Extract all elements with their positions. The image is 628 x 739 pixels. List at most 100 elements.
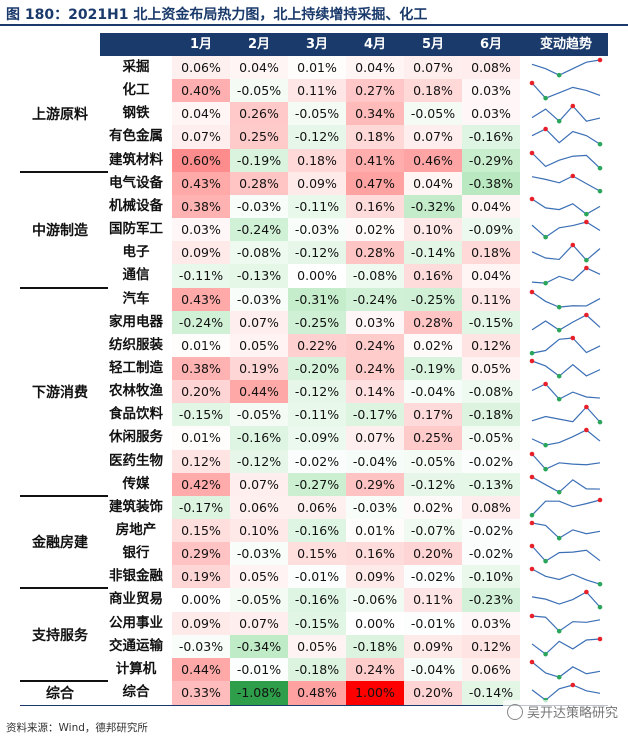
heatmap-cell: -0.05% <box>230 79 288 103</box>
heatmap-cell: 0.06% <box>230 495 288 520</box>
heatmap-cell: 0.07% <box>404 56 462 80</box>
trend-sparkline <box>531 636 603 657</box>
heatmap-cell: 0.41% <box>346 148 404 173</box>
sparkline-max-marker <box>529 150 535 155</box>
heatmap-cell: 0.44% <box>172 657 230 682</box>
sparkline-max-marker <box>529 358 535 364</box>
heatmap-cell: -0.14% <box>462 681 520 705</box>
sparkline-min-marker <box>584 258 589 263</box>
trend-sparkline <box>531 381 601 402</box>
trend-sparkline <box>531 404 603 425</box>
heatmap-cell: 0.04% <box>346 56 404 80</box>
sparkline-min-marker <box>556 72 562 78</box>
heatmap-cell: -1.08% <box>230 681 288 705</box>
sparkline-path <box>531 591 601 608</box>
sector-label: 交通运输 <box>109 637 163 654</box>
group-label: 下游消费 <box>32 384 88 401</box>
trend-sparkline <box>531 266 601 286</box>
heatmap-cell: 0.25% <box>230 125 288 150</box>
sector-label: 食品饮料 <box>109 406 163 423</box>
heatmap-cell: 0.18% <box>462 241 520 265</box>
sector-label: 国防军工 <box>109 221 163 238</box>
heatmap-cell: -0.02% <box>462 449 520 474</box>
heatmap-cell: 0.09% <box>172 241 230 265</box>
trend-sparkline <box>529 335 601 356</box>
sector-label: 钢铁 <box>122 105 150 122</box>
sparkline-min-marker <box>597 165 603 171</box>
sparkline-max-marker <box>529 520 535 526</box>
sparkline-max-marker <box>597 57 603 63</box>
heatmap-cell: 0.34% <box>346 102 404 126</box>
group-separator <box>20 587 108 590</box>
sparkline-path <box>531 522 601 539</box>
sector-label: 房地产 <box>115 522 157 538</box>
group-label: 综合 <box>46 685 74 702</box>
sparkline-min-marker <box>543 95 548 101</box>
heatmap-cell: 0.00% <box>288 264 346 288</box>
heatmap-cell: -0.25% <box>288 310 346 335</box>
heatmap-cell: 0.05% <box>230 333 288 358</box>
sparkline-max-marker <box>570 335 576 341</box>
sparkline-max-marker <box>529 196 535 202</box>
heatmap-cell: 0.20% <box>404 681 462 705</box>
heatmap-cell: -0.02% <box>288 449 346 474</box>
heatmap-cell: 0.38% <box>172 194 230 219</box>
heatmap-cell: 0.11% <box>288 79 346 103</box>
sparkline-max-marker <box>529 451 535 456</box>
heatmap-cell: 0.02% <box>404 495 462 520</box>
sector-label: 非银金融 <box>109 568 163 585</box>
heatmap-cell: 0.07% <box>230 472 288 497</box>
sparkline-min-marker <box>597 142 603 147</box>
sparkline-path <box>531 291 601 308</box>
sparkline-path <box>531 59 601 76</box>
heatmap-cell: 0.12% <box>462 333 520 358</box>
heatmap-cell: 0.42% <box>172 472 230 497</box>
column-header: 6月 <box>479 37 503 52</box>
heatmap-cell: -0.29% <box>462 148 520 173</box>
heatmap-cell: -0.27% <box>288 472 346 497</box>
sparkline-max-marker <box>570 173 576 179</box>
heatmap-cell: -0.03% <box>346 495 404 520</box>
trend-sparkline <box>529 451 601 471</box>
sector-label: 机械设备 <box>109 197 163 214</box>
heatmap-cell: -0.12% <box>288 380 346 404</box>
sparkline-min-marker <box>597 188 603 194</box>
heatmap-cell: 0.19% <box>172 565 230 589</box>
column-header: 2月 <box>247 37 271 52</box>
heatmap-cell: -0.03% <box>288 218 346 242</box>
heatmap-cell: -0.24% <box>346 287 404 312</box>
trend-sparkline <box>531 173 603 194</box>
heatmap-cell: -0.03% <box>230 287 288 312</box>
heatmap-cell: 0.07% <box>230 611 288 636</box>
trend-sparkline <box>529 358 601 379</box>
sparkline-min-marker <box>597 605 603 610</box>
sparkline-max-marker <box>597 497 603 503</box>
sparkline-path <box>531 476 601 493</box>
sector-label: 汽车 <box>122 290 150 307</box>
sparkline-max-marker <box>529 566 535 572</box>
sector-label: 纺织服装 <box>109 336 163 353</box>
heatmap-cell: -0.17% <box>346 403 404 427</box>
sparkline-max-marker <box>584 312 589 317</box>
sparkline-path <box>531 453 601 470</box>
heatmap-cell: 0.40% <box>172 79 230 103</box>
heatmap-cell: 0.03% <box>346 310 404 335</box>
heatmap-cell: -0.25% <box>404 287 462 312</box>
heatmap-cell: -0.05% <box>462 426 520 451</box>
sparkline-path <box>531 105 601 123</box>
heatmap-cell: -0.02% <box>462 519 520 543</box>
heatmap-cell: -0.10% <box>462 565 520 589</box>
heatmap-cell: -0.11% <box>288 403 346 427</box>
sparkline-max-marker <box>597 636 603 642</box>
heatmap-cell: -0.18% <box>288 657 346 682</box>
heatmap-cell: -0.24% <box>172 310 230 335</box>
heatmap-cell: 0.43% <box>172 287 230 312</box>
trend-header: 变动趋势 <box>539 37 592 52</box>
heatmap-cell: 0.26% <box>230 102 288 126</box>
heatmap-cell: 0.02% <box>346 218 404 242</box>
title-bar: 图 180：2021H1 北上资金布局热力图，北上持续增持采掘、化工 <box>0 0 628 26</box>
heatmap-cell: 0.07% <box>172 125 230 150</box>
trend-sparkline <box>531 103 601 124</box>
heatmap-cell: 0.04% <box>172 102 230 126</box>
heatmap-cell: 0.11% <box>462 287 520 312</box>
